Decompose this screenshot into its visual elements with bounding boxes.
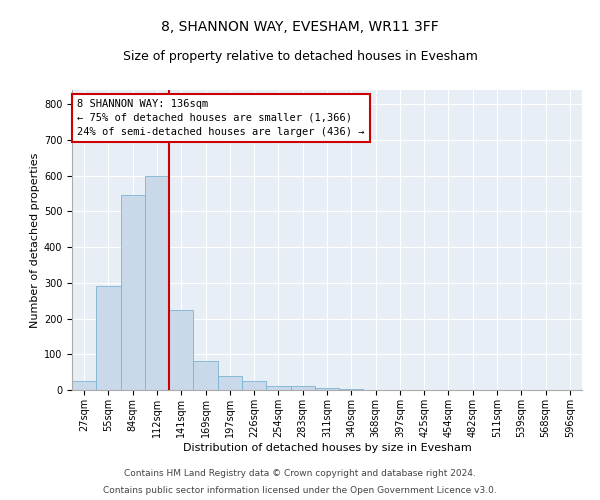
Bar: [96, 286, 121, 390]
Text: Contains public sector information licensed under the Open Government Licence v3: Contains public sector information licen…: [103, 486, 497, 495]
Text: 8, SHANNON WAY, EVESHAM, WR11 3FF: 8, SHANNON WAY, EVESHAM, WR11 3FF: [161, 20, 439, 34]
Bar: [72, 381, 96, 390]
Y-axis label: Number of detached properties: Number of detached properties: [29, 152, 40, 328]
Bar: [339, 389, 364, 390]
Text: Size of property relative to detached houses in Evesham: Size of property relative to detached ho…: [122, 50, 478, 63]
Text: Contains HM Land Registry data © Crown copyright and database right 2024.: Contains HM Land Registry data © Crown c…: [124, 468, 476, 477]
Bar: [290, 386, 315, 390]
Text: 8 SHANNON WAY: 136sqm
← 75% of detached houses are smaller (1,366)
24% of semi-d: 8 SHANNON WAY: 136sqm ← 75% of detached …: [77, 99, 365, 137]
X-axis label: Distribution of detached houses by size in Evesham: Distribution of detached houses by size …: [182, 442, 472, 452]
Bar: [266, 386, 290, 390]
Bar: [315, 388, 339, 390]
Bar: [145, 176, 169, 390]
Bar: [169, 310, 193, 390]
Bar: [121, 196, 145, 390]
Bar: [218, 376, 242, 390]
Bar: [193, 362, 218, 390]
Bar: [242, 381, 266, 390]
